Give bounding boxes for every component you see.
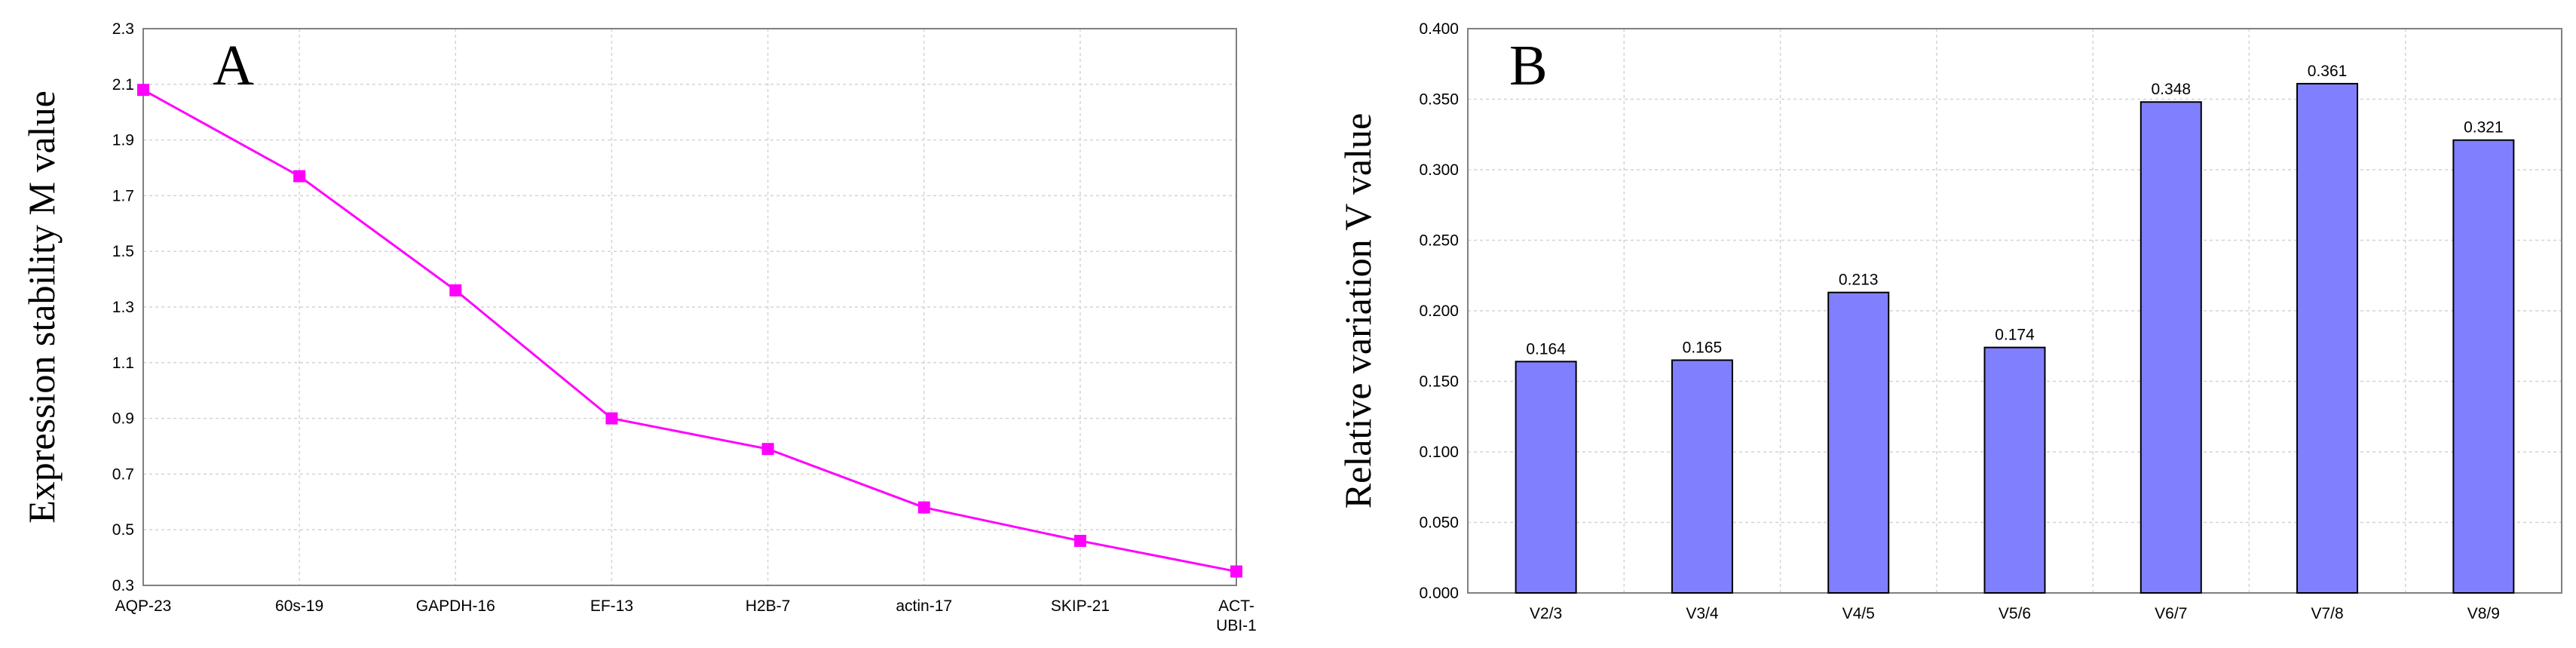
x-tick-label: ACT-UBI-1 bbox=[1216, 597, 1257, 634]
x-tick-label: AQP-23 bbox=[115, 597, 172, 615]
x-tick-label: SKIP-21 bbox=[1051, 597, 1110, 615]
data-point bbox=[605, 412, 618, 425]
bar bbox=[2140, 101, 2202, 594]
x-tick-label: V4/5 bbox=[1842, 605, 1875, 622]
plot-frame bbox=[142, 28, 1237, 586]
data-label: 0.165 bbox=[1683, 339, 1723, 356]
y-tick-label: 0.400 bbox=[1419, 20, 1459, 38]
x-tick-label: V7/8 bbox=[2311, 605, 2343, 622]
data-label: 0.361 bbox=[2308, 63, 2348, 80]
y-tick-label: 0.100 bbox=[1419, 444, 1459, 461]
x-tick-label: V5/6 bbox=[1999, 605, 2031, 622]
panel-label: A bbox=[213, 34, 254, 97]
panel-label: B bbox=[1509, 34, 1548, 97]
y-axis-label: Expression stability M value bbox=[20, 91, 63, 524]
y-axis-label: Relative variation V value bbox=[1337, 113, 1379, 508]
y-tick-label: 1.9 bbox=[112, 132, 134, 149]
data-point bbox=[449, 284, 462, 296]
series-line bbox=[142, 88, 1237, 573]
y-tick-label: 0.050 bbox=[1419, 514, 1459, 532]
y-tick-label: 2.3 bbox=[112, 20, 134, 38]
x-tick-label: 60s-19 bbox=[275, 597, 323, 615]
data-label: 0.164 bbox=[1526, 340, 1566, 358]
data-point bbox=[761, 443, 774, 456]
data-label: 0.213 bbox=[1839, 272, 1879, 289]
y-tick-label: 0.9 bbox=[112, 410, 134, 428]
x-tick-label: V6/7 bbox=[2155, 605, 2187, 622]
bar bbox=[2452, 139, 2515, 594]
bar bbox=[1515, 361, 1577, 594]
y-tick-label: 0.150 bbox=[1419, 373, 1459, 391]
y-tick-label: 0.000 bbox=[1419, 585, 1459, 602]
y-tick-label: 0.200 bbox=[1419, 303, 1459, 320]
y-tick-label: 1.5 bbox=[112, 243, 134, 260]
x-tick-label: EF-13 bbox=[590, 597, 633, 615]
data-label: 0.321 bbox=[2464, 119, 2504, 137]
x-tick-label: V2/3 bbox=[1530, 605, 1562, 622]
data-label: 0.348 bbox=[2152, 81, 2192, 98]
y-tick-label: 0.250 bbox=[1419, 232, 1459, 250]
x-tick-label: V8/9 bbox=[2467, 605, 2500, 622]
x-tick-label: GAPDH-16 bbox=[416, 597, 495, 615]
y-tick-label: 1.1 bbox=[112, 355, 134, 372]
y-tick-label: 0.7 bbox=[112, 465, 134, 483]
chart-panel-a: 0.3 0.5 0.7 0.9 1.1 1.3 1.5 1.7 1.9 2.1 2.3 AQP-23 6… bbox=[20, 20, 1257, 634]
data-point bbox=[917, 501, 930, 514]
data-point bbox=[293, 170, 306, 183]
bar bbox=[1983, 346, 2046, 594]
y-tick-label: 0.3 bbox=[112, 577, 134, 594]
y-tick-label: 1.7 bbox=[112, 187, 134, 204]
bar bbox=[1827, 291, 1890, 594]
data-point bbox=[137, 84, 149, 97]
bar bbox=[1671, 359, 1733, 594]
bar bbox=[2296, 82, 2359, 594]
data-point bbox=[1230, 565, 1242, 578]
y-tick-label: 0.300 bbox=[1419, 161, 1459, 179]
x-tick-label: actin-17 bbox=[896, 597, 952, 615]
chart-panel-b: 0.000 0.050 0.100 0.150 0.200 0.250 0.300 0.350… bbox=[1337, 20, 2562, 622]
y-tick-label: 2.1 bbox=[112, 76, 134, 94]
y-tick-label: 0.350 bbox=[1419, 91, 1459, 109]
y-tick-label: 0.5 bbox=[112, 521, 134, 539]
x-tick-label: V3/4 bbox=[1686, 605, 1719, 622]
data-point bbox=[1074, 534, 1086, 547]
y-tick-label: 1.3 bbox=[112, 299, 134, 316]
x-tick-label: H2B-7 bbox=[746, 597, 791, 615]
data-label: 0.174 bbox=[1995, 327, 2035, 344]
